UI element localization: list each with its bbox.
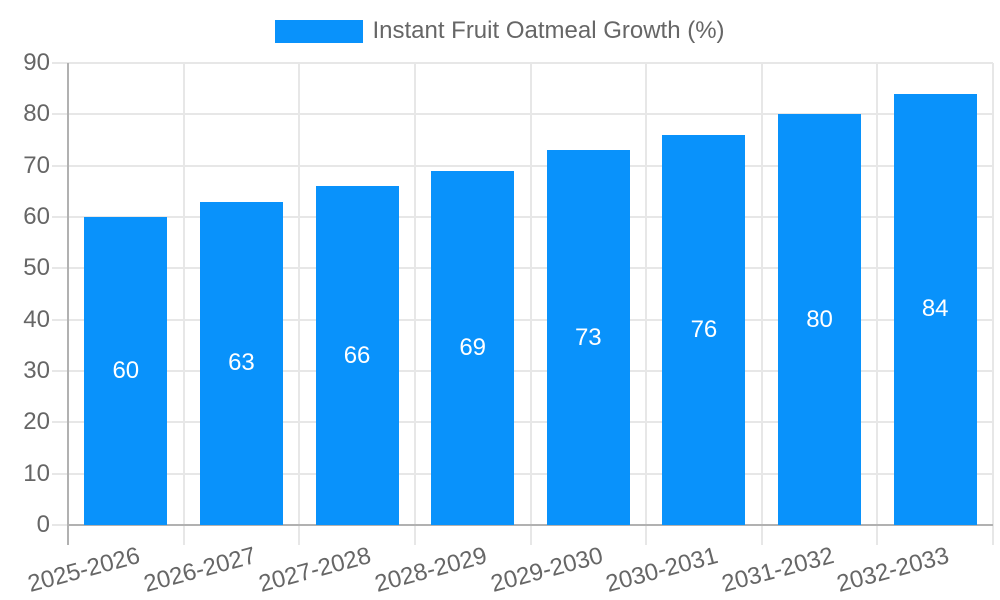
gridline-horizontal	[52, 370, 993, 372]
y-tick-label: 10	[23, 459, 50, 487]
gridline-vertical	[760, 63, 763, 545]
gridline-vertical	[992, 63, 994, 545]
y-axis-tick	[52, 524, 68, 526]
bar	[315, 186, 399, 525]
y-tick-label: 50	[23, 254, 50, 282]
y-tick-label: 70	[23, 151, 50, 179]
bar	[546, 150, 630, 525]
bar-value-label: 76	[690, 315, 718, 343]
gridline-horizontal	[52, 421, 993, 424]
legend: Instant Fruit Oatmeal Growth (%)	[0, 17, 1000, 45]
bar-value-label: 66	[343, 341, 371, 369]
bar-value-label: 73	[574, 323, 602, 351]
bar	[778, 114, 862, 525]
bar	[199, 201, 283, 525]
legend-item[interactable]: Instant Fruit Oatmeal Growth (%)	[275, 17, 725, 45]
bar	[662, 134, 746, 525]
bar-value-label: 80	[806, 305, 833, 333]
y-tick-label: 60	[23, 203, 50, 230]
gridline-vertical	[529, 63, 532, 545]
x-tick-label: 2029-2030	[487, 542, 606, 598]
gridline-horizontal	[52, 318, 993, 321]
gridline-horizontal	[52, 113, 993, 116]
gridline-horizontal	[52, 216, 993, 218]
bar	[893, 93, 977, 525]
gridline-horizontal	[52, 62, 993, 64]
y-tick-label: 90	[23, 49, 50, 76]
gridline-horizontal	[52, 164, 993, 167]
y-tick-label: 0	[36, 511, 50, 538]
bar-value-label: 84	[921, 295, 949, 323]
bar-value-label: 63	[228, 349, 255, 377]
y-tick-label: 80	[23, 100, 50, 128]
gridline-horizontal	[52, 472, 993, 475]
bar-value-label: 60	[112, 357, 140, 384]
x-tick-label: 2025-2026	[24, 542, 143, 598]
x-tick-label: 2031-2032	[718, 542, 837, 598]
gridline-vertical	[645, 63, 648, 545]
legend-label: Instant Fruit Oatmeal Growth (%)	[372, 17, 725, 44]
bar	[431, 170, 515, 525]
x-tick-label: 2026-2027	[140, 542, 259, 598]
legend-color-swatch	[275, 19, 364, 43]
x-tick-label: 2028-2029	[371, 542, 490, 598]
gridline-vertical	[876, 63, 879, 545]
y-axis-line	[67, 63, 69, 545]
gridline-horizontal	[52, 267, 993, 270]
x-tick-label: 2030-2031	[603, 542, 721, 598]
x-tick-label: 2027-2028	[256, 542, 375, 598]
bar-value-label: 69	[459, 333, 487, 361]
y-tick-label: 40	[23, 305, 50, 333]
x-tick-label: 2032-2033	[834, 542, 953, 598]
y-tick-label: 30	[23, 357, 50, 384]
y-tick-label: 20	[23, 408, 50, 436]
gridline-vertical	[182, 63, 185, 545]
x-axis-line	[68, 524, 993, 526]
gridline-vertical	[298, 63, 301, 545]
gridline-vertical	[413, 63, 416, 545]
bar	[84, 217, 168, 525]
